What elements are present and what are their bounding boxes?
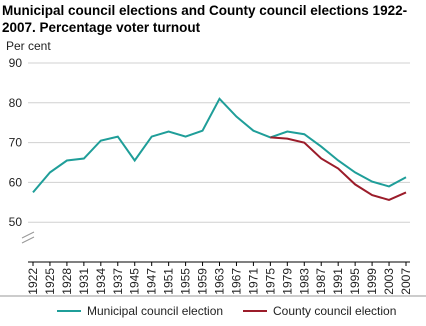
x-tick-label: 1983: [297, 268, 311, 295]
x-tick-label: 1931: [77, 268, 91, 295]
y-tick-label: 80: [9, 96, 23, 110]
x-tick-label: 1995: [348, 268, 362, 295]
y-tick-label: 90: [9, 56, 23, 70]
legend-label: County council election: [273, 304, 396, 318]
y-tick-label: 60: [9, 175, 23, 189]
x-tick-label: 1991: [331, 268, 345, 295]
x-tick-label: 1922: [26, 268, 40, 295]
x-tick-label: 1987: [314, 268, 328, 295]
x-tick-label: 1971: [246, 268, 260, 295]
legend-label: Municipal council election: [87, 304, 223, 318]
x-tick-label: 1925: [43, 268, 57, 295]
line: [270, 136, 407, 201]
x-tick-label: 1967: [229, 268, 243, 295]
x-tick-label: 1963: [213, 268, 227, 295]
x-tick-label: 1947: [145, 268, 159, 295]
x-tick-label: 2003: [382, 268, 396, 295]
x-tick-label: 1975: [263, 268, 277, 295]
x-tick-label: 1979: [280, 268, 294, 295]
axis-break: [21, 231, 35, 244]
x-tick-label: 1937: [111, 268, 125, 295]
x-tick-label: 1959: [196, 268, 210, 295]
x-tick-label: 1951: [162, 268, 176, 295]
x-tick-label: 2007: [399, 268, 413, 295]
y-axis-label: Per cent: [6, 39, 51, 53]
x-tick-label: 1934: [94, 268, 108, 295]
line: [32, 97, 407, 194]
x-tick-label: 1955: [179, 268, 193, 295]
y-tick-label: 50: [9, 215, 23, 229]
x-tick-label: 1999: [365, 268, 379, 295]
y-tick-label: 70: [9, 136, 23, 150]
x-tick-label: 1928: [60, 268, 74, 295]
chart-title: Municipal council elections and County c…: [2, 3, 408, 35]
x-tick-label: 1945: [128, 268, 142, 295]
